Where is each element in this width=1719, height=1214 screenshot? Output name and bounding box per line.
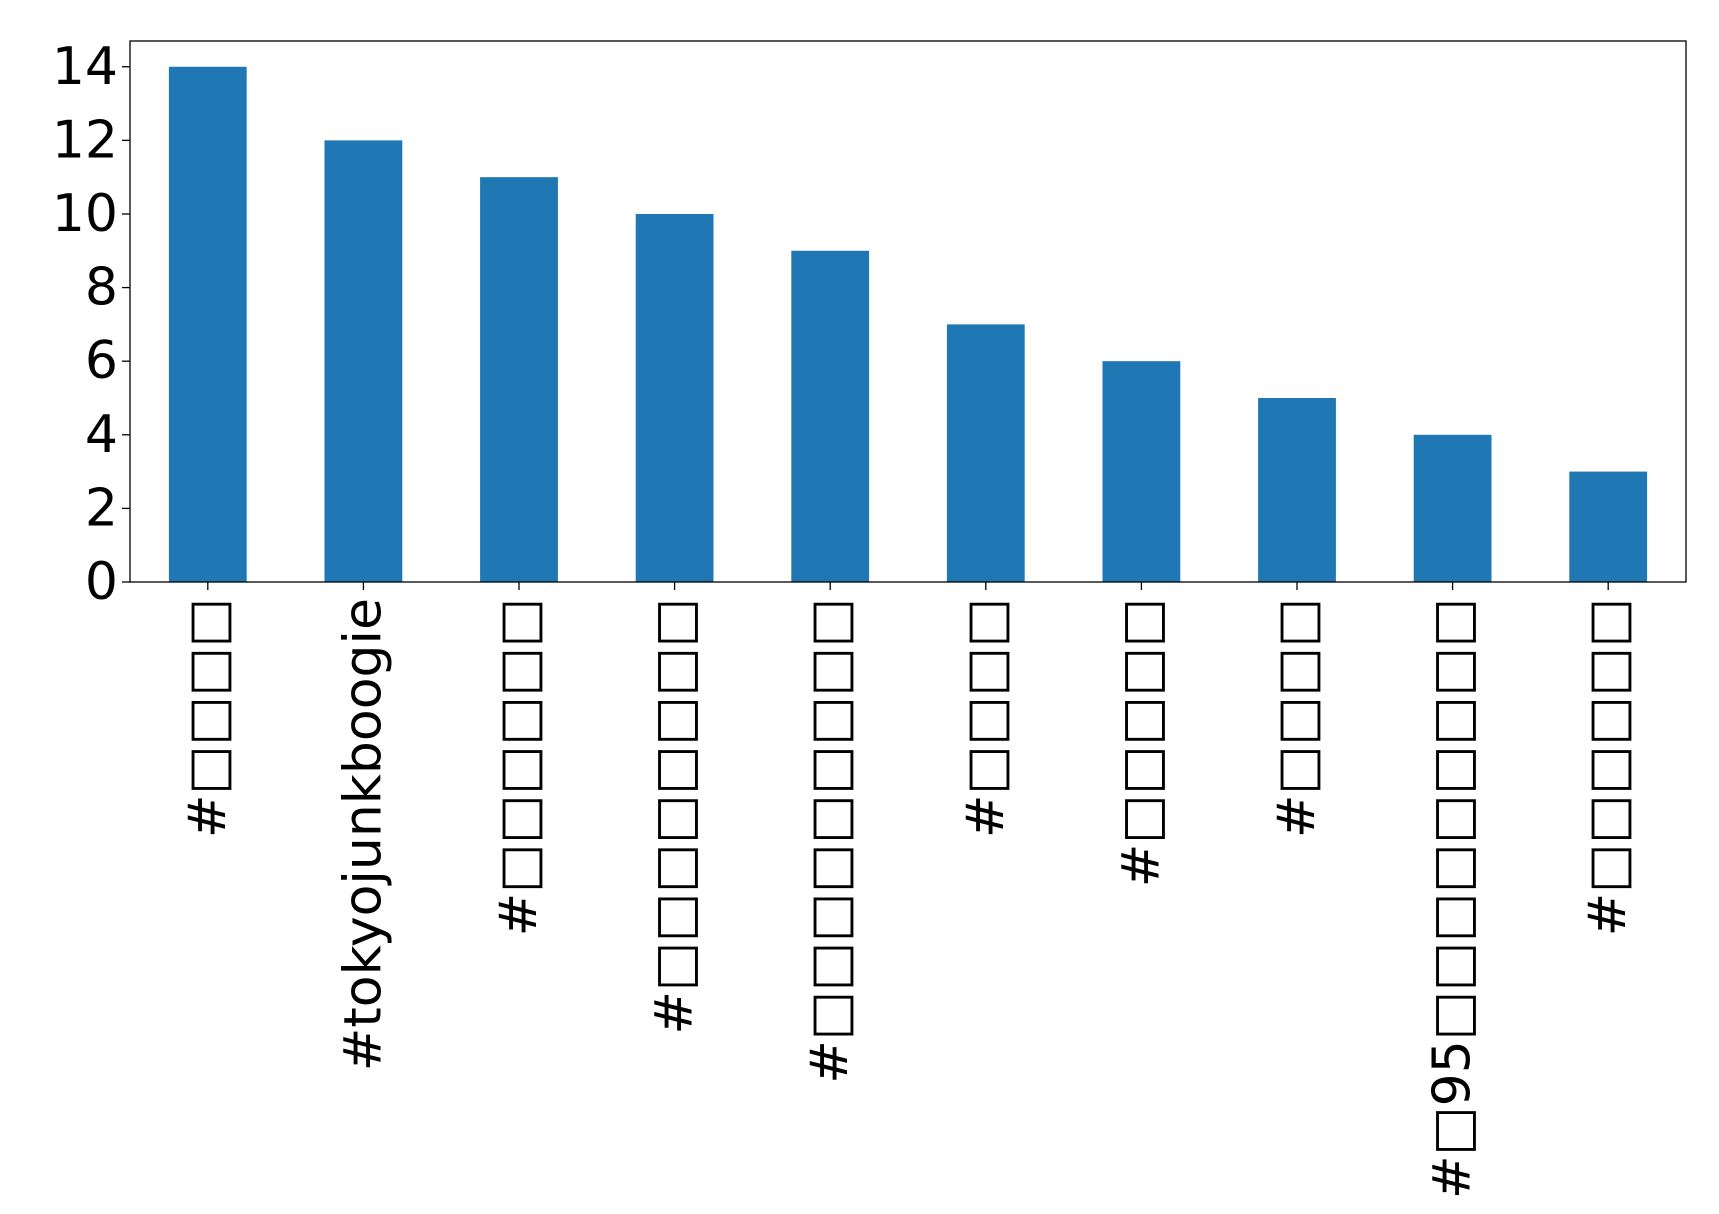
x-axis: #□□□□ #tokyojunkboogie #□□□□□□ #□□□□□□□□ #□□… bbox=[178, 582, 1638, 1199]
y-tick-label: 4 bbox=[85, 405, 118, 465]
x-tick-label: #□□□□ bbox=[956, 598, 1016, 838]
bar bbox=[791, 250, 870, 582]
bar bbox=[946, 324, 1025, 582]
bar bbox=[1102, 361, 1181, 582]
y-tick-label: 14 bbox=[52, 37, 118, 97]
plot-frame bbox=[129, 40, 1687, 583]
x-tick-label: #□□□□□ bbox=[1111, 598, 1171, 887]
bar bbox=[480, 177, 558, 582]
x-tick-label: #□□□□□□ bbox=[489, 598, 549, 936]
y-tick-label: 10 bbox=[52, 184, 118, 244]
x-tick-label: #□□□□□□□□ bbox=[645, 598, 705, 1035]
x-tick-label: #□□□□□□□□□ bbox=[800, 598, 860, 1084]
x-tick-label: #□□□□ bbox=[1267, 598, 1327, 838]
bar bbox=[324, 140, 403, 582]
x-tick-label: #□□□□ bbox=[178, 598, 238, 838]
y-axis: 0 2 4 6 8 10 12 14 bbox=[52, 37, 130, 612]
x-tick-label: #tokyojunkboogie bbox=[333, 598, 393, 1071]
x-tick-label: #□□□□□□ bbox=[1578, 598, 1638, 936]
bar bbox=[1258, 397, 1336, 582]
x-tick-label: #□95□□□□□□□□□ bbox=[1423, 598, 1483, 1199]
y-tick-label: 2 bbox=[85, 478, 118, 538]
bars-layer bbox=[168, 66, 1648, 583]
bar bbox=[168, 66, 247, 582]
y-tick-label: 0 bbox=[85, 552, 118, 612]
bar bbox=[1413, 434, 1492, 582]
y-tick-label: 12 bbox=[52, 110, 118, 170]
y-tick-label: 6 bbox=[85, 331, 118, 391]
y-tick-label: 8 bbox=[85, 258, 118, 318]
bar bbox=[635, 213, 714, 583]
bar bbox=[1569, 471, 1648, 582]
